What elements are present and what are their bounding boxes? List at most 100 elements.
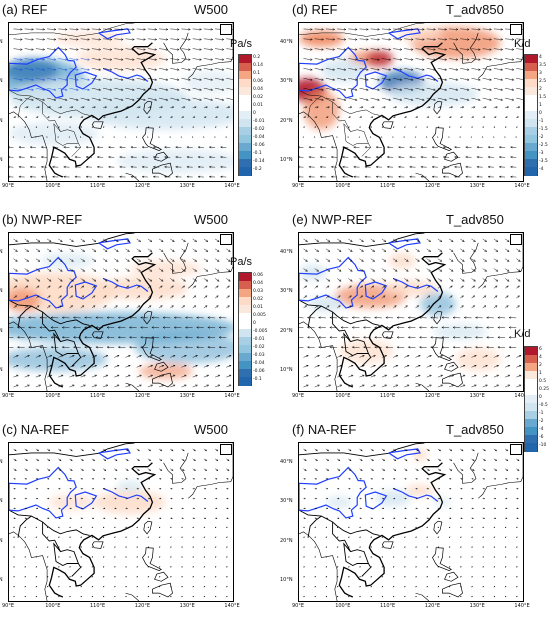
wind-arrowhead	[384, 384, 388, 387]
wind-arrowhead	[485, 364, 488, 368]
wind-arrow	[181, 458, 185, 461]
wind-arrowhead	[226, 575, 228, 578]
wind-arrowhead	[407, 346, 411, 349]
wind-arrow	[493, 285, 498, 289]
wind-arrow	[13, 384, 19, 388]
wind-arrowhead	[165, 58, 169, 61]
wind-arrow	[392, 238, 398, 242]
latitude-label: 20°N	[280, 117, 293, 124]
wind-arrowhead	[504, 575, 507, 578]
wind-arrow	[35, 365, 41, 368]
wind-arrowhead	[119, 175, 122, 178]
wind-arrowhead	[170, 497, 173, 500]
island-outline	[143, 520, 153, 535]
wind-arrow	[392, 295, 397, 299]
wind-arrow	[448, 468, 453, 471]
colorbar-segment	[239, 369, 251, 378]
wind-arrowhead	[221, 98, 225, 101]
wind-arrowhead	[510, 175, 513, 178]
colorbar-tick-label: 0.1	[253, 71, 261, 76]
wind-arrowhead	[427, 449, 430, 452]
wind-arrowhead	[114, 497, 117, 500]
wind-arrowhead	[437, 575, 440, 578]
wind-arrowhead	[494, 477, 497, 480]
wind-arrow	[471, 448, 475, 452]
wind-arrowhead	[138, 239, 142, 243]
wind-arrow	[370, 248, 375, 252]
wind-arrowhead	[126, 449, 129, 452]
wind-arrowhead	[87, 48, 90, 51]
wind-arrow	[415, 355, 421, 358]
wind-arrow	[192, 87, 202, 91]
wind-arrow	[136, 268, 141, 272]
wind-arrowhead	[339, 355, 343, 358]
wind-arrowhead	[113, 136, 115, 138]
wind-arrowhead	[478, 28, 481, 31]
wind-arrowhead	[427, 295, 431, 298]
wind-arrow	[181, 468, 185, 471]
wind-arrowhead	[136, 595, 139, 598]
wind-arrow	[80, 48, 90, 50]
wind-arrowhead	[417, 106, 420, 109]
wind-arrowhead	[173, 326, 177, 329]
wind-arrowhead	[462, 269, 465, 272]
wind-arrow	[516, 58, 523, 60]
wind-arrowhead	[483, 468, 486, 471]
wind-arrowhead	[29, 175, 33, 178]
wind-arrowhead	[126, 295, 130, 298]
wind-arrowhead	[137, 285, 141, 288]
wind-arrow	[303, 268, 308, 272]
wind-arrowhead	[160, 459, 163, 462]
wind-arrowhead	[326, 497, 329, 500]
wind-arrowhead	[141, 155, 145, 159]
wind-arrowhead	[507, 384, 511, 387]
wind-arrowhead	[188, 38, 191, 41]
wind-arrowhead	[471, 126, 473, 128]
wind-arrowhead	[325, 526, 328, 529]
wind-arrowhead	[451, 374, 455, 377]
wind-arrowhead	[103, 116, 106, 119]
wind-arrowhead	[427, 305, 431, 308]
wind-arrowhead	[415, 556, 417, 558]
terrain-contour	[364, 491, 388, 510]
wind-arrowhead	[130, 155, 134, 159]
wind-arrow	[426, 448, 430, 452]
wind-arrowhead	[48, 449, 51, 452]
wind-arrowhead	[228, 355, 232, 358]
wind-arrowhead	[487, 155, 491, 159]
wind-arrow	[136, 355, 142, 358]
wind-arrow	[516, 305, 520, 309]
wind-arrowhead	[154, 38, 158, 41]
wind-arrowhead	[339, 384, 343, 387]
wind-arrow	[13, 468, 17, 471]
wind-arrowhead	[94, 364, 98, 368]
wind-arrowhead	[340, 316, 344, 319]
colorbar-segment	[525, 159, 537, 168]
wind-arrow	[35, 285, 40, 289]
wind-arrow	[159, 38, 168, 40]
wind-arrowhead	[199, 88, 202, 91]
wind-arrow	[203, 468, 207, 471]
wind-arrow	[415, 458, 419, 461]
wind-arrow	[404, 295, 408, 299]
wind-arrowhead	[418, 355, 421, 358]
country-border	[299, 443, 425, 457]
wind-arrowhead	[417, 239, 420, 243]
wind-arrow	[24, 87, 34, 91]
wind-arrow	[404, 258, 409, 262]
wind-arrowhead	[46, 526, 49, 529]
wind-arrow	[192, 48, 202, 50]
wind-arrow	[471, 97, 481, 101]
wind-arrowhead	[518, 279, 521, 282]
wind-arrowhead	[406, 279, 409, 282]
wind-arrow	[69, 374, 75, 378]
wind-arrowhead	[25, 116, 28, 119]
wind-arrowhead	[98, 98, 102, 101]
wind-arrowhead	[158, 126, 161, 128]
wind-arrowhead	[158, 136, 160, 138]
wind-arrowhead	[115, 468, 118, 471]
wind-arrowhead	[371, 507, 374, 510]
wind-arrowhead	[26, 106, 29, 109]
wind-arrowhead	[386, 165, 390, 169]
wind-arrowhead	[199, 78, 202, 81]
